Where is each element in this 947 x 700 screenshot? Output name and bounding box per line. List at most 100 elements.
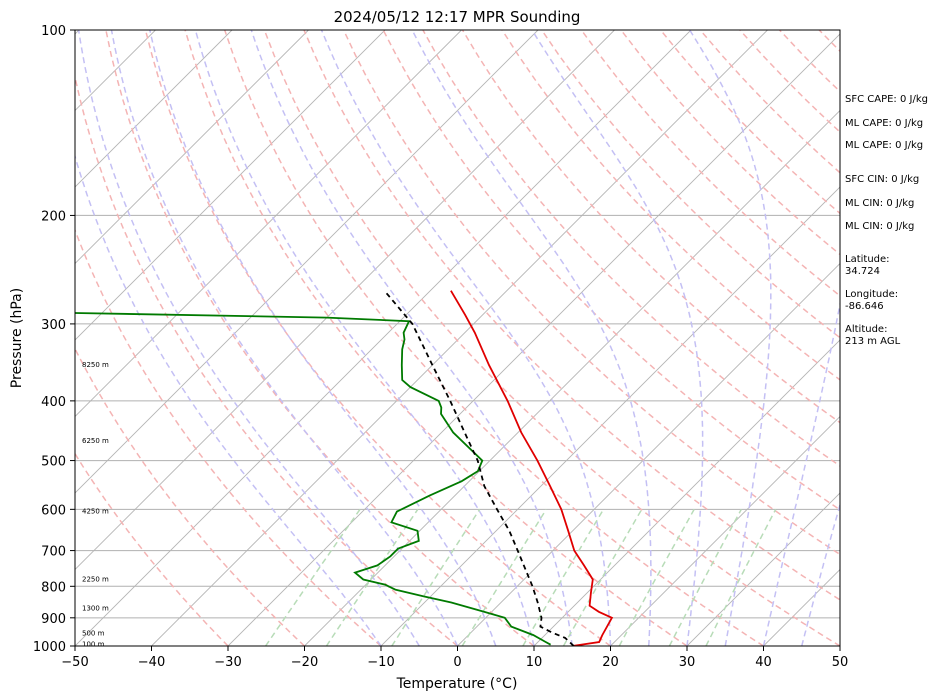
plot-frame <box>74 29 841 647</box>
y-tick-label: 300 <box>41 318 66 333</box>
y-tick-label: 1000 <box>33 640 66 655</box>
height-label: 8250 m <box>82 361 109 369</box>
moist-adiabat-line <box>531 30 704 646</box>
altitude-value: 213 m AGL <box>845 336 901 347</box>
mixing-ratio-line <box>522 508 605 646</box>
x-tick-label: 10 <box>526 655 543 670</box>
dry-adiabat-line <box>580 30 840 297</box>
isotherm-line <box>75 30 233 188</box>
isotherm-line <box>75 30 309 265</box>
dry-adiabat-line <box>184 30 688 646</box>
height-label: 2250 m <box>82 576 109 584</box>
y-tick-label: 200 <box>41 209 66 224</box>
height-label: 4250 m <box>82 508 109 516</box>
moist-adiabat-line <box>250 30 574 646</box>
mixing-ratio-line <box>618 508 695 646</box>
longitude-label: Longitude: <box>845 289 898 300</box>
isotherm-line <box>227 33 840 646</box>
dry-adiabat-line <box>223 30 764 646</box>
isotherm-line <box>75 30 692 646</box>
mixing-ratio-line <box>264 508 361 646</box>
dry-adiabat-line <box>75 347 306 646</box>
y-tick-label: 600 <box>41 503 66 518</box>
sounding-info-panel: SFC CAPE: 0 J/kg ML CAPE: 0 J/kg ML CAPE… <box>845 94 928 347</box>
moist-adiabat-line <box>762 300 840 646</box>
x-axis-label: Temperature (°C) <box>396 676 518 692</box>
dry-adiabat-line <box>75 452 229 646</box>
moist-adiabat-line <box>77 30 420 646</box>
dry-adiabat-line <box>263 30 840 646</box>
isotherm-line <box>457 262 840 646</box>
mixing-ratio-line <box>391 508 481 646</box>
height-labels: 100 m 500 m 1300 m 2250 m 4250 m 6250 m 8250 m <box>82 361 109 649</box>
height-label: 100 m <box>82 641 105 649</box>
isotherm-line <box>0 30 3 646</box>
isotherm-line <box>533 339 840 646</box>
isotherm-line <box>610 415 840 646</box>
y-tick-label: 400 <box>41 395 66 410</box>
isotherm-line <box>304 109 840 646</box>
dewpoint-profile <box>75 312 552 646</box>
y-tick-label: 800 <box>41 580 66 595</box>
x-tick-label: −30 <box>214 655 241 670</box>
mixing-ratio-line <box>325 508 419 646</box>
moist-adiabat-line <box>75 153 382 646</box>
mixing-ratio-line <box>668 508 742 646</box>
ml-cape-text-1: ML CAPE: 0 J/kg <box>845 118 923 129</box>
dry-adiabat-line <box>144 30 611 646</box>
parcel-profile <box>383 290 575 646</box>
y-tick-label: 700 <box>41 545 66 560</box>
isotherm-line <box>75 30 462 418</box>
moist-adiabat-line <box>110 30 459 646</box>
isotherm-line <box>75 30 615 571</box>
mixing-ratio-line <box>705 508 777 646</box>
y-tick-label: 900 <box>41 612 66 627</box>
moist-adiabat-line <box>149 30 497 646</box>
longitude-value: -86.646 <box>845 301 884 312</box>
moist-adiabat-line <box>320 30 612 646</box>
x-tick-label: 40 <box>755 655 772 670</box>
isotherm-line <box>380 186 840 646</box>
y-tick-label: 500 <box>41 455 66 470</box>
height-label: 500 m <box>82 630 105 638</box>
isotherm-line <box>75 30 386 341</box>
chart-title: 2024/05/12 12:17 MPR Sounding <box>334 8 581 26</box>
dry-adiabat-line <box>342 30 840 556</box>
dry-adiabat-line <box>422 30 840 467</box>
dry-adiabat-line <box>75 73 458 646</box>
x-tick-label: −40 <box>138 655 165 670</box>
sfc-cape-text: SFC CAPE: 0 J/kg <box>845 94 928 105</box>
moist-adiabat-line <box>689 30 772 646</box>
dry-adiabat-line <box>303 30 840 601</box>
dry-adiabat-line <box>105 30 535 646</box>
y-axis-label: Pressure (hPa) <box>9 288 25 388</box>
sfc-cin-text: SFC CIN: 0 J/kg <box>845 174 919 185</box>
altitude-label: Altitude: <box>845 324 887 335</box>
x-tick-label: 50 <box>832 655 849 670</box>
x-tick-label: 30 <box>679 655 696 670</box>
x-tick-label: −10 <box>367 655 394 670</box>
dry-adiabat-line <box>75 228 382 646</box>
mixing-ratio-line <box>461 508 547 646</box>
temperature-profile <box>450 290 614 646</box>
ml-cin-text-2: ML CIN: 0 J/kg <box>845 221 914 232</box>
latitude-label: Latitude: <box>845 254 890 265</box>
moist-adiabat-line <box>411 30 652 646</box>
x-tick-label: 0 <box>453 655 461 670</box>
ml-cape-text-2: ML CAPE: 0 J/kg <box>845 140 923 151</box>
isotherm-line <box>686 492 840 646</box>
axis-ticks: −50 −40 −30 −20 −10 0 10 20 30 40 50 1000 900 800 700 6… <box>33 24 848 670</box>
moist-adiabat-line <box>194 30 535 646</box>
x-tick-label: 20 <box>602 655 619 670</box>
ml-cin-text-1: ML CIN: 0 J/kg <box>845 198 914 209</box>
height-label: 6250 m <box>82 437 109 445</box>
background-lines <box>0 30 840 646</box>
isotherm-line <box>75 30 539 494</box>
y-tick-label: 100 <box>41 24 66 39</box>
dry-adiabat-line <box>382 30 840 511</box>
height-label: 1300 m <box>82 605 109 613</box>
latitude-value: 34.724 <box>845 266 880 277</box>
profile-lines <box>75 290 614 646</box>
moist-adiabat-line <box>801 502 840 646</box>
